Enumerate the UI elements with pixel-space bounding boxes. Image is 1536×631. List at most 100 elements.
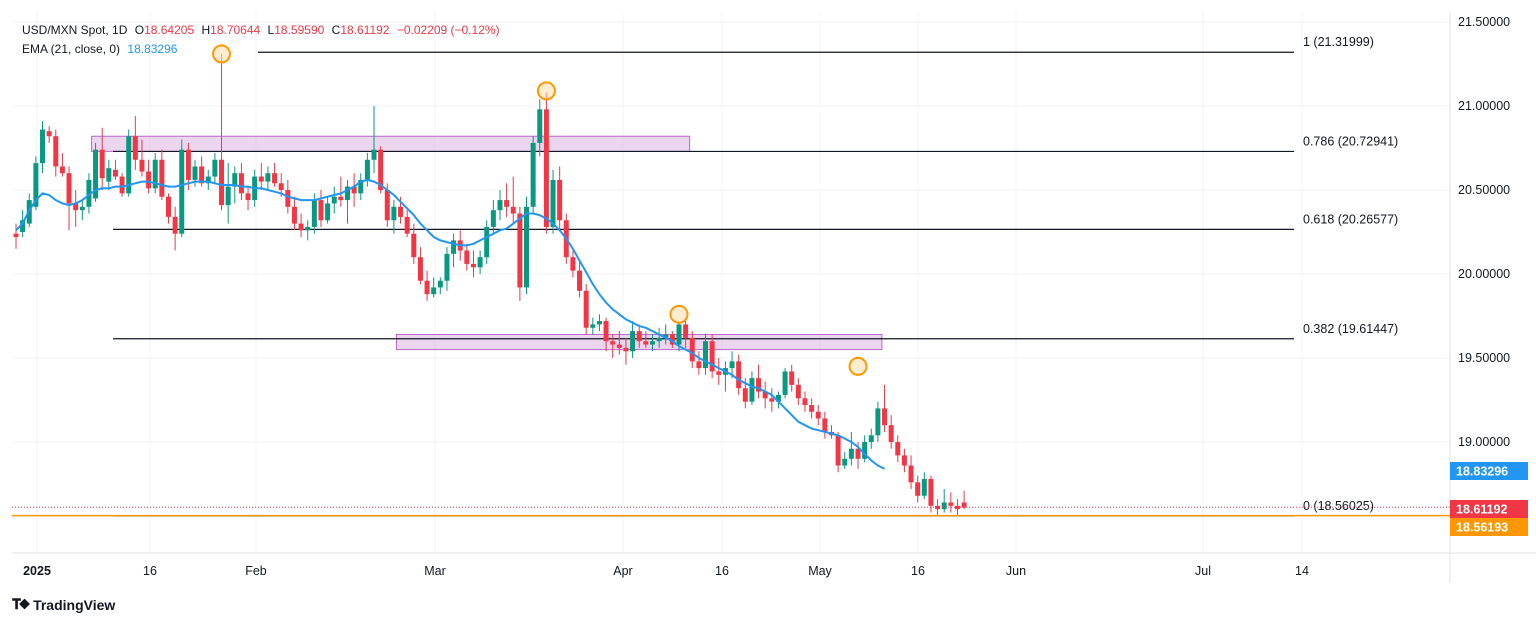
candle-body bbox=[199, 166, 205, 184]
candle-body bbox=[159, 159, 165, 197]
price-badge-text-ema: 18.83296 bbox=[1456, 465, 1508, 479]
candle-body bbox=[305, 226, 311, 231]
candle-body bbox=[570, 257, 576, 271]
candle-body bbox=[351, 186, 357, 194]
candle-body bbox=[577, 270, 583, 291]
price-badge-ema bbox=[1450, 462, 1528, 480]
candle-body bbox=[205, 176, 211, 184]
candle-body bbox=[411, 233, 417, 258]
tradingview-logo[interactable]: 𝐓◆ TradingView bbox=[12, 596, 115, 613]
candle-body bbox=[762, 391, 768, 399]
candle-body bbox=[749, 378, 755, 402]
candle-body bbox=[152, 159, 158, 189]
candle-body bbox=[623, 347, 629, 352]
close-label: C bbox=[331, 23, 341, 37]
candle-body bbox=[517, 213, 523, 288]
candle-body bbox=[384, 190, 390, 221]
price-tick-label: 20.00000 bbox=[1458, 267, 1510, 281]
time-tick-label: May bbox=[808, 564, 832, 578]
time-tick-label: 16 bbox=[715, 564, 729, 578]
candle-body bbox=[709, 341, 715, 372]
time-tick-label: 2025 bbox=[23, 564, 51, 578]
change-value: −0.02209 (−0.12%) bbox=[396, 23, 500, 37]
candle-body bbox=[364, 159, 370, 180]
candle-body bbox=[86, 179, 92, 207]
candle-body bbox=[928, 478, 934, 506]
symbol-label[interactable]: USD/MXN Spot, 1D bbox=[22, 23, 128, 37]
candle-body bbox=[46, 131, 52, 137]
candle-body bbox=[875, 408, 881, 436]
time-tick-label: Mar bbox=[424, 564, 446, 578]
open-value: 18.64205 bbox=[144, 23, 195, 37]
candle-body bbox=[795, 384, 801, 399]
candle-body bbox=[815, 411, 821, 419]
candle-body bbox=[656, 337, 662, 342]
candle-body bbox=[921, 478, 927, 496]
fib-label-1: 1 (21.31999) bbox=[1303, 35, 1374, 49]
candle-body bbox=[417, 257, 423, 281]
candle-body bbox=[689, 337, 695, 362]
candle-body bbox=[504, 200, 510, 207]
candle-body bbox=[331, 196, 337, 204]
candle-body bbox=[179, 149, 185, 234]
candle-body bbox=[119, 176, 125, 194]
candle-body bbox=[948, 502, 954, 506]
candle-body bbox=[935, 505, 941, 510]
candle-body bbox=[537, 109, 543, 143]
price-badge-orange bbox=[1450, 518, 1528, 536]
candle-body bbox=[736, 361, 742, 389]
high-value: 18.70644 bbox=[210, 23, 261, 37]
candle-body bbox=[855, 448, 861, 459]
candle-body bbox=[636, 331, 642, 342]
high-label: H bbox=[201, 23, 211, 37]
ema-legend: EMA (21, close, 0) 18.83296 bbox=[22, 42, 181, 56]
candle-body bbox=[716, 371, 722, 375]
candle-body bbox=[848, 448, 854, 459]
candle-body bbox=[915, 482, 921, 496]
marker-layer bbox=[212, 44, 868, 376]
candle-body bbox=[669, 334, 675, 345]
candle-body bbox=[477, 257, 483, 268]
candle-body bbox=[285, 190, 291, 207]
candle-body bbox=[53, 136, 59, 167]
price-badge-last bbox=[1450, 500, 1528, 518]
close-value: 18.61192 bbox=[340, 23, 390, 37]
candle-body bbox=[497, 200, 503, 211]
fib-label-0.786: 0.786 (20.72941) bbox=[1303, 134, 1398, 148]
candle-body bbox=[610, 341, 616, 345]
low-label: L bbox=[267, 23, 275, 37]
candle-body bbox=[676, 324, 682, 345]
candle-body bbox=[112, 169, 118, 177]
candle-body bbox=[66, 173, 72, 204]
candle-body bbox=[20, 220, 26, 232]
candle-body bbox=[165, 196, 171, 217]
ema-label[interactable]: EMA (21, close, 0) bbox=[22, 42, 121, 56]
candle-body bbox=[325, 203, 331, 221]
candle-body bbox=[756, 378, 762, 392]
candle-body bbox=[106, 168, 112, 182]
candle-body bbox=[603, 321, 609, 342]
candle-body bbox=[338, 196, 344, 201]
price-tick-label: 21.00000 bbox=[1458, 99, 1510, 113]
ema-line bbox=[15, 178, 885, 470]
price-badge-text-orange: 18.56193 bbox=[1456, 521, 1508, 535]
time-tick-label: Apr bbox=[613, 564, 632, 578]
fib-label-0.618: 0.618 (20.26577) bbox=[1303, 212, 1398, 226]
open-label: O bbox=[134, 23, 145, 37]
candle-body bbox=[139, 159, 145, 172]
candle-body bbox=[789, 371, 795, 385]
candle-body bbox=[524, 206, 530, 288]
low-value: 18.59590 bbox=[274, 23, 325, 37]
candle-body bbox=[822, 418, 828, 432]
candle-body bbox=[464, 250, 470, 264]
candle-body bbox=[596, 321, 602, 325]
candle-body bbox=[901, 455, 907, 466]
candle-body bbox=[291, 206, 297, 224]
candle-body bbox=[404, 216, 410, 234]
candle-body bbox=[378, 149, 384, 190]
candle-body bbox=[424, 280, 430, 295]
ema-legend-value: 18.83296 bbox=[127, 42, 178, 56]
candle-body bbox=[33, 163, 39, 207]
candle-body bbox=[225, 186, 231, 206]
